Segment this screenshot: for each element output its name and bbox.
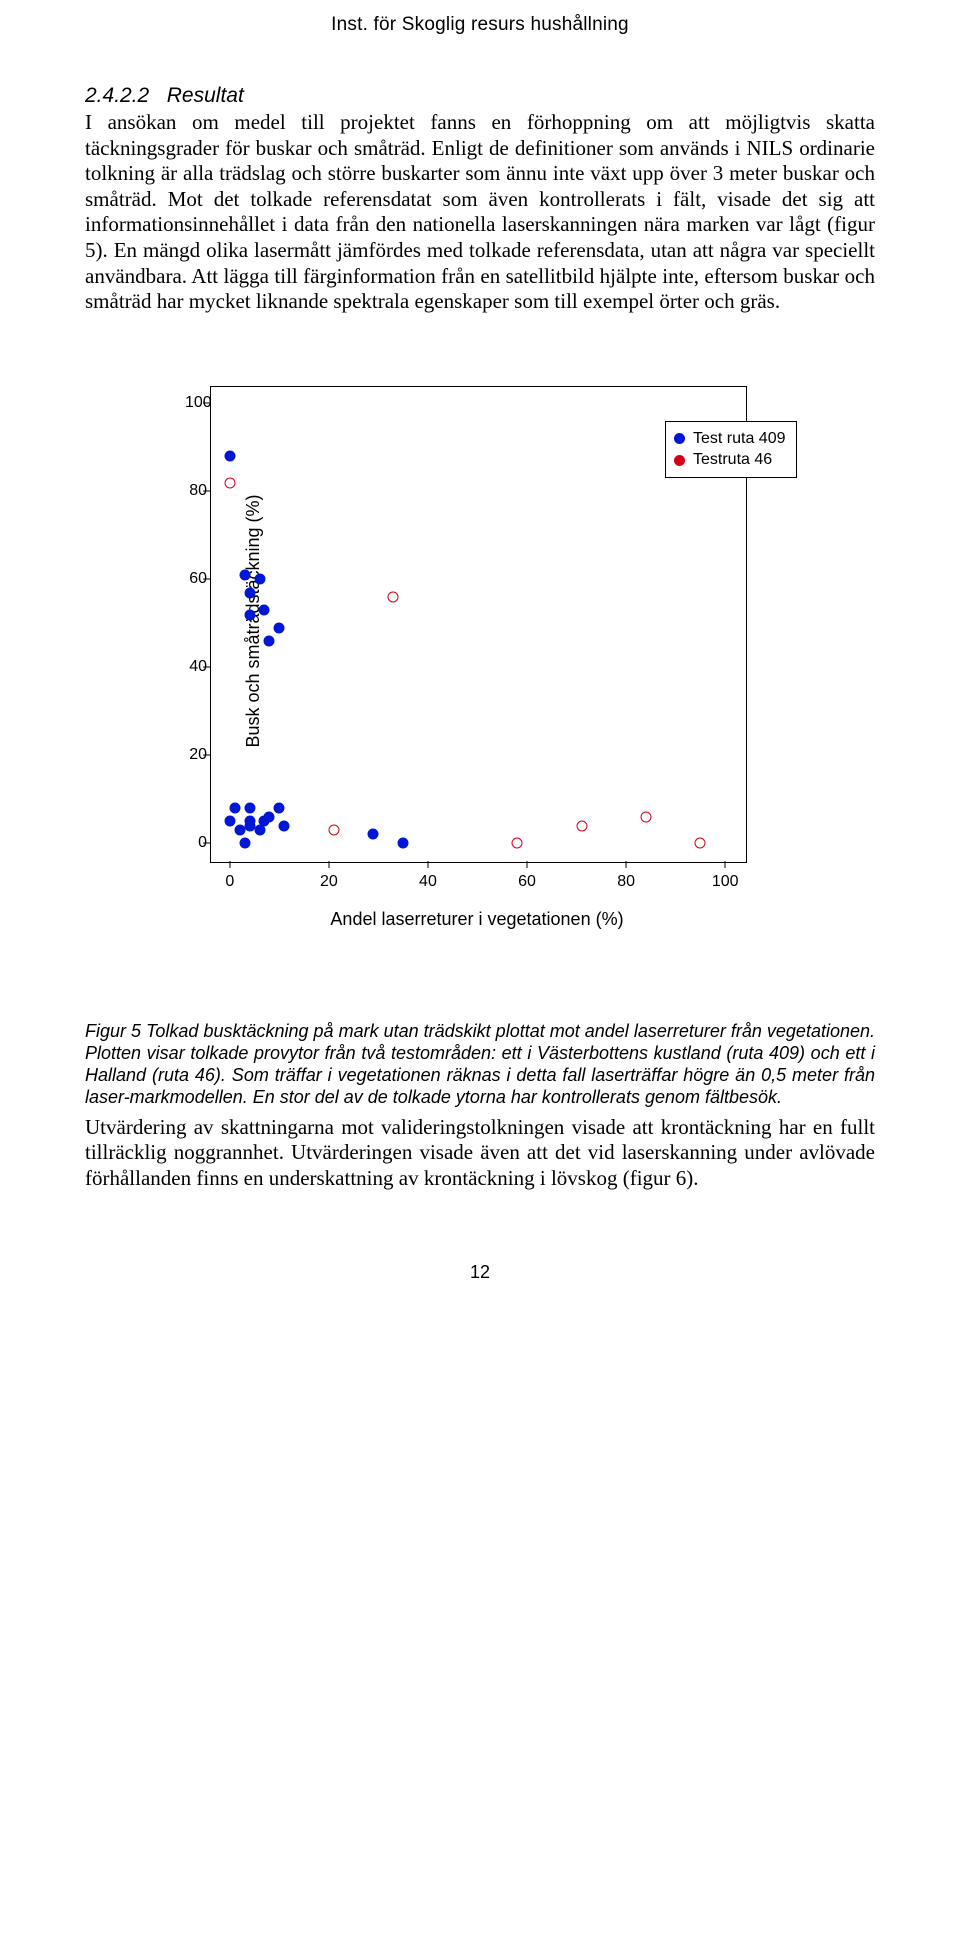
chart-point [512,838,523,849]
chart-point [239,569,250,580]
chart-point [229,803,240,814]
chart-legend-label: Testruta 46 [693,449,772,471]
chart-point [224,451,235,462]
chart-point [244,803,255,814]
chart-point [279,820,290,831]
chart-xtick-label: 40 [419,873,437,891]
chart-ytick-mark [203,579,210,580]
chart-xtick-mark [229,861,230,868]
chart-legend-marker [674,433,685,444]
chart-point [244,587,255,598]
chart-ytick-mark [203,755,210,756]
chart-point [576,820,587,831]
page-number: 12 [85,1262,875,1283]
chart-xlabel: Andel laserreturer i vegetationen (%) [330,909,623,930]
chart-point [244,609,255,620]
chart-point [259,605,270,616]
chart-ytick-mark [203,667,210,668]
chart-legend-marker [674,455,685,466]
chart-xtick-mark [527,861,528,868]
section-title: Resultat [167,84,244,107]
chart-point [274,622,285,633]
chart-xtick-label: 20 [320,873,338,891]
section-heading: 2.4.2.2 Resultat [85,84,875,108]
chart-ytick-mark [203,491,210,492]
chart-legend-label: Test ruta 409 [693,428,786,450]
chart-ylabel: Busk och småträdstäckning (%) [243,494,264,747]
chart-point [224,816,235,827]
chart-point [239,838,250,849]
chart-point [254,825,265,836]
chart-point [274,803,285,814]
chart-xtick-label: 100 [712,873,739,891]
chart-xtick-label: 0 [225,873,234,891]
section-number: 2.4.2.2 [85,84,149,107]
body-paragraph-2: Utvärdering av skattningarna mot valider… [85,1115,875,1192]
chart-xtick-mark [328,861,329,868]
chart-point [328,825,339,836]
chart-xtick-label: 60 [518,873,536,891]
chart-point [368,829,379,840]
chart-point [640,811,651,822]
chart-xtick-label: 80 [617,873,635,891]
chart-legend: Test ruta 409Testruta 46 [665,421,797,478]
chart-point [254,574,265,585]
figure-5-caption: Figur 5 Tolkad busktäckning på mark utan… [85,1021,875,1109]
chart-legend-item: Testruta 46 [674,449,786,471]
chart-point [234,825,245,836]
chart-ytick-mark [203,843,210,844]
chart-point [695,838,706,849]
chart-ytick-mark [203,403,210,404]
chart-point [398,838,409,849]
chart-legend-item: Test ruta 409 [674,428,786,450]
chart-point [388,591,399,602]
chart-xtick-mark [725,861,726,868]
chart-point [264,635,275,646]
running-header: Inst. för Skoglig resurs hushållning [85,14,875,36]
figure-5: Busk och småträdstäckning (%) Andel lase… [85,351,875,971]
chart-point [224,477,235,488]
body-paragraph-1: I ansökan om medel till projektet fanns … [85,110,875,315]
chart-xtick-mark [626,861,627,868]
chart-xtick-mark [427,861,428,868]
